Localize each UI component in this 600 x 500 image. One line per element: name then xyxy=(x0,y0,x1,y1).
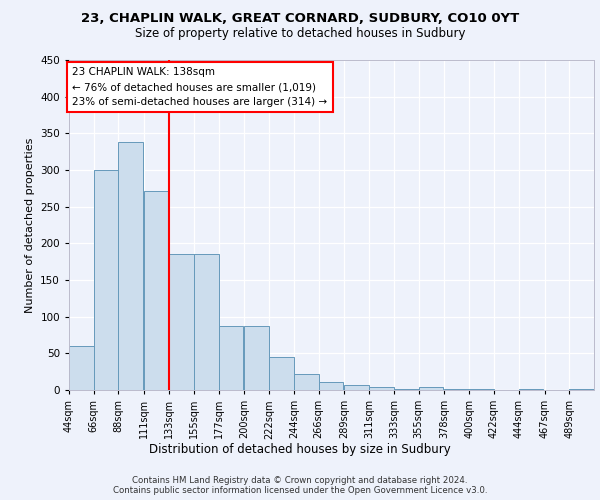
Bar xyxy=(445,388,469,390)
Bar xyxy=(244,326,269,390)
Bar xyxy=(194,254,218,390)
Bar xyxy=(269,357,294,390)
Bar xyxy=(344,385,369,390)
Bar xyxy=(419,387,443,390)
Bar xyxy=(394,388,419,390)
Text: 23 CHAPLIN WALK: 138sqm
← 76% of detached houses are smaller (1,019)
23% of semi: 23 CHAPLIN WALK: 138sqm ← 76% of detache… xyxy=(73,68,328,107)
Text: Distribution of detached houses by size in Sudbury: Distribution of detached houses by size … xyxy=(149,442,451,456)
Bar xyxy=(118,142,143,390)
Bar xyxy=(469,388,494,390)
Bar xyxy=(94,170,118,390)
Bar xyxy=(569,388,594,390)
Bar xyxy=(145,190,169,390)
Text: 23, CHAPLIN WALK, GREAT CORNARD, SUDBURY, CO10 0YT: 23, CHAPLIN WALK, GREAT CORNARD, SUDBURY… xyxy=(81,12,519,26)
Bar xyxy=(319,382,343,390)
Text: Contains public sector information licensed under the Open Government Licence v3: Contains public sector information licen… xyxy=(113,486,487,495)
Bar xyxy=(169,254,194,390)
Bar xyxy=(369,387,394,390)
Bar xyxy=(294,374,319,390)
Bar xyxy=(69,346,94,390)
Text: Contains HM Land Registry data © Crown copyright and database right 2024.: Contains HM Land Registry data © Crown c… xyxy=(132,476,468,485)
Bar xyxy=(518,388,544,390)
Text: Size of property relative to detached houses in Sudbury: Size of property relative to detached ho… xyxy=(135,28,465,40)
Y-axis label: Number of detached properties: Number of detached properties xyxy=(25,138,35,312)
Bar xyxy=(218,326,243,390)
